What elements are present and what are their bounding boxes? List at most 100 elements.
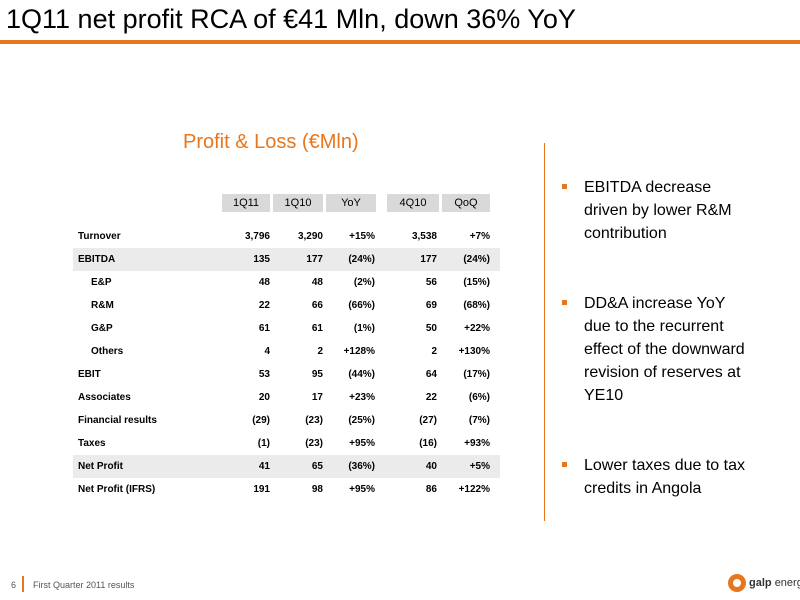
table-cell: 66 <box>311 300 323 311</box>
page-number: 6 <box>11 580 17 590</box>
table-cell: +23% <box>349 392 375 403</box>
slide-title: 1Q11 net profit RCA of €41 Mln, down 36%… <box>6 4 576 34</box>
table-cell: (1%) <box>353 323 375 334</box>
table-cell: +122% <box>458 484 490 495</box>
table-cell: 41 <box>258 461 270 472</box>
table-cell: 86 <box>425 484 437 495</box>
row-label: Financial results <box>78 415 157 426</box>
row-label: R&M <box>91 300 114 311</box>
table-row: EBIT 53 95 (44%) 64 (17%) <box>78 363 498 386</box>
table-cell: 40 <box>425 461 437 472</box>
footer-divider <box>22 576 24 592</box>
table-row: R&M 22 66 (66%) 69 (68%) <box>78 294 498 317</box>
table-cell: 61 <box>258 323 270 334</box>
table-cell: +130% <box>458 346 490 357</box>
title-underline <box>0 40 800 44</box>
table-row: Net Profit 41 65 (36%) 40 +5% <box>73 455 500 478</box>
table-cell: 177 <box>420 254 437 265</box>
col-header-qoq: QoQ <box>442 194 490 212</box>
table-cell: (27) <box>419 415 437 426</box>
logo-text-light: energia <box>774 577 800 589</box>
bullet-item: DD&A increase YoY due to the recurrent e… <box>562 292 752 412</box>
col-header-4q10: 4Q10 <box>387 194 439 212</box>
row-label: EBIT <box>78 369 101 380</box>
bullet-item: Lower taxes due to tax credits in Angola <box>562 454 752 504</box>
table-cell: 191 <box>253 484 270 495</box>
row-label: Others <box>91 346 124 357</box>
table-cell: 98 <box>311 484 323 495</box>
table-cell: 2 <box>431 346 437 357</box>
table-cell: +95% <box>349 438 375 449</box>
table-cell: 4 <box>264 346 270 357</box>
table-row: G&P 61 61 (1%) 50 +22% <box>78 317 498 340</box>
table-cell: +93% <box>464 438 490 449</box>
table-cell: 17 <box>311 392 323 403</box>
table-cell: (15%) <box>463 277 490 288</box>
bullet-text: EBITDA decrease driven by lower R&M cont… <box>584 179 732 242</box>
galp-logo: galp energia <box>728 573 800 595</box>
table-cell: 135 <box>253 254 270 265</box>
bullet-text: Lower taxes due to tax credits in Angola <box>584 457 745 497</box>
table-cell: 69 <box>425 300 437 311</box>
bullet-text: DD&A increase YoY due to the recurrent e… <box>584 295 745 404</box>
table-cell: 95 <box>311 369 323 380</box>
table-cell: 3,796 <box>244 231 270 242</box>
row-label: Taxes <box>78 438 106 449</box>
row-label: E&P <box>91 277 112 288</box>
row-label: Turnover <box>78 231 121 242</box>
table-cell: 61 <box>311 323 323 334</box>
table-cell: 3,538 <box>411 231 437 242</box>
table-row: Taxes (1) (23) +95% (16) +93% <box>78 432 498 455</box>
table-cell: (23) <box>305 415 323 426</box>
table-cell: (24%) <box>348 254 375 265</box>
table-cell: +5% <box>469 461 490 472</box>
logo-wordmark: galp energia <box>749 577 800 589</box>
table-row: E&P 48 48 (2%) 56 (15%) <box>78 271 498 294</box>
table-cell: +128% <box>343 346 375 357</box>
table-row: Net Profit (IFRS) 191 98 +95% 86 +122% <box>78 478 498 501</box>
table-cell: +7% <box>469 231 490 242</box>
table-cell: +22% <box>464 323 490 334</box>
table-cell: 50 <box>425 323 437 334</box>
logo-text-bold: galp <box>749 577 772 589</box>
table-cell: (36%) <box>348 461 375 472</box>
table-cell: +15% <box>349 231 375 242</box>
col-header-yoy: YoY <box>326 194 376 212</box>
table-cell: (7%) <box>468 415 490 426</box>
table-row: Financial results (29) (23) (25%) (27) (7%) <box>78 409 498 432</box>
table-cell: 22 <box>258 300 270 311</box>
table-cell: +95% <box>349 484 375 495</box>
bullet-square-icon <box>562 184 567 189</box>
table-cell: (23) <box>305 438 323 449</box>
row-label: G&P <box>91 323 113 334</box>
row-label: Associates <box>78 392 131 403</box>
table-row: Associates 20 17 +23% 22 (6%) <box>78 386 498 409</box>
table-cell: 3,290 <box>297 231 323 242</box>
table-row: Turnover 3,796 3,290 +15% 3,538 +7% <box>78 225 498 248</box>
table-cell: 65 <box>311 461 323 472</box>
table-title: Profit & Loss (€Mln) <box>183 131 359 153</box>
table-cell: 48 <box>258 277 270 288</box>
table-cell: 22 <box>425 392 437 403</box>
row-label: Net Profit (IFRS) <box>78 484 156 495</box>
row-label: EBITDA <box>78 254 116 265</box>
table-cell: (16) <box>419 438 437 449</box>
table-cell: (29) <box>252 415 270 426</box>
table-cell: (68%) <box>463 300 490 311</box>
table-row: Others 4 2 +128% 2 +130% <box>78 340 498 363</box>
row-label: Net Profit <box>78 461 123 472</box>
table-cell: 177 <box>306 254 323 265</box>
vertical-divider <box>544 143 545 521</box>
table-cell: (6%) <box>468 392 490 403</box>
galp-logo-icon <box>728 574 746 592</box>
table-cell: 2 <box>317 346 323 357</box>
col-header-1q10: 1Q10 <box>273 194 323 212</box>
footer-text: First Quarter 2011 results <box>33 580 135 590</box>
table-cell: (17%) <box>463 369 490 380</box>
table-row: EBITDA 135 177 (24%) 177 (24%) <box>73 248 500 271</box>
table-cell: (44%) <box>348 369 375 380</box>
bullet-square-icon <box>562 462 567 467</box>
table-cell: 48 <box>311 277 323 288</box>
table-cell: 56 <box>425 277 437 288</box>
col-header-1q11: 1Q11 <box>222 194 270 212</box>
